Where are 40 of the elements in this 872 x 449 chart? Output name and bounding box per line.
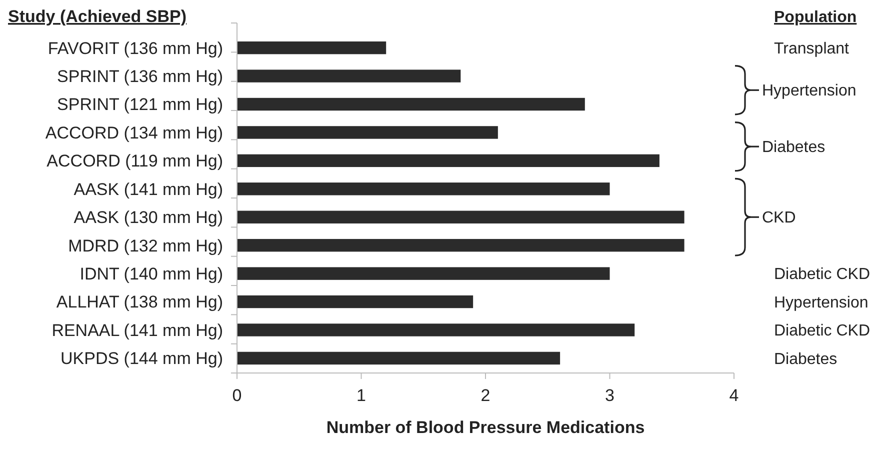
y-tick-label: MDRD (132 mm Hg) [68, 236, 223, 256]
bar [237, 70, 461, 82]
bar [237, 295, 474, 308]
y-tick-label: SPRINT (121 mm Hg) [57, 95, 223, 114]
bar [237, 98, 585, 111]
y-tick-label: ACCORD (119 mm Hg) [46, 152, 223, 171]
y-axis-title: Study (Achieved SBP) [8, 7, 187, 26]
text: Diabetes [762, 139, 826, 156]
bar [237, 324, 635, 336]
y-tick-label: ACCORD (134 mm Hg) [45, 123, 223, 142]
y-tick-label: FAVORIT (136 mm Hg) [48, 38, 223, 58]
y-tick-label: ALLHAT (138 mm Hg) [56, 292, 223, 312]
y-tick-label: IDNT (140 mm Hg) [80, 264, 223, 284]
text: Population [774, 9, 857, 26]
text: Diabetic CKD [774, 266, 870, 284]
text: CKD [762, 210, 796, 227]
y-tick-label: AASK (141 mm Hg) [74, 180, 223, 199]
x-tick-label: 3 [605, 386, 614, 405]
x-tick-label: 4 [729, 386, 739, 405]
bar [237, 352, 560, 365]
y-tick-label: SPRINT (136 mm Hg) [57, 66, 223, 86]
bar [237, 126, 498, 139]
y-tick-label: AASK (130 mm Hg) [74, 208, 223, 228]
text: Hypertension [762, 82, 856, 100]
bar [237, 267, 610, 280]
x-axis-title: Number of Blood Pressure Medications [326, 418, 645, 437]
bar [237, 154, 660, 168]
y-tick-label: UKPDS (144 mm Hg) [60, 349, 223, 368]
bar [237, 182, 610, 196]
x-tick-label: 2 [480, 386, 490, 405]
y-tick-label: RENAAL (141 mm Hg) [52, 320, 223, 340]
text: Diabetes [774, 350, 838, 368]
text: Hypertension [774, 294, 868, 312]
bar [237, 238, 684, 252]
text: Transplant [774, 40, 850, 58]
bar [237, 41, 386, 54]
x-tick-label: 0 [232, 386, 242, 405]
x-tick-label: 1 [356, 386, 366, 405]
text: Diabetic CKD [774, 322, 870, 340]
bar [237, 210, 684, 224]
